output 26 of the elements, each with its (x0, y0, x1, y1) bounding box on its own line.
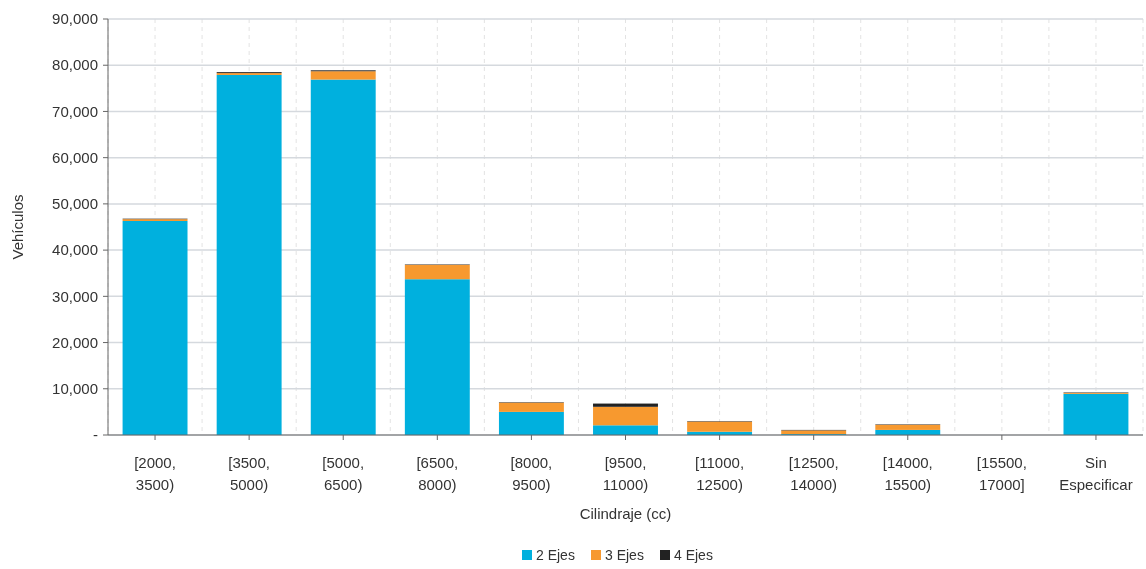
x-tick-label: [6500, 8000) (416, 454, 459, 493)
x-tick-label: [3500, 5000) (228, 454, 270, 493)
y-tick-label: 90,000 (52, 10, 98, 28)
y-tick-label: - (93, 426, 98, 444)
y-tick-label: 80,000 (52, 56, 98, 74)
legend-label: 2 Ejes (536, 547, 575, 563)
y-tick-label: 30,000 (52, 287, 98, 305)
y-tick-label: 10,000 (52, 380, 98, 398)
y-tick-label: 70,000 (52, 102, 98, 120)
x-tick-label: [11000, 12500) (695, 454, 745, 493)
x-tick-label: [12500, 14000) (788, 454, 839, 493)
y-tick-label: 50,000 (52, 195, 98, 213)
y-tick-label: 20,000 (52, 333, 98, 351)
legend-label: 4 Ejes (674, 547, 713, 563)
x-tick-label: Sin Especificar (1059, 454, 1133, 493)
y-tick-label: 60,000 (52, 148, 98, 166)
x-tick-label: [8000, 9500) (510, 454, 553, 493)
x-tick-label: [2000, 3500) (134, 454, 176, 493)
x-tick-label: [15500, 17000] (976, 454, 1027, 493)
x-tick-label: [5000, 6500) (322, 454, 365, 493)
y-tick-label: 40,000 (52, 241, 98, 259)
y-axis-title: Vehículos (9, 194, 26, 260)
legend-label: 3 Ejes (605, 547, 644, 563)
x-tick-label: [14000, 15500) (882, 454, 933, 493)
x-axis-title: Cilindraje (cc) (579, 505, 672, 522)
x-tick-label: [9500, 11000) (602, 454, 649, 493)
